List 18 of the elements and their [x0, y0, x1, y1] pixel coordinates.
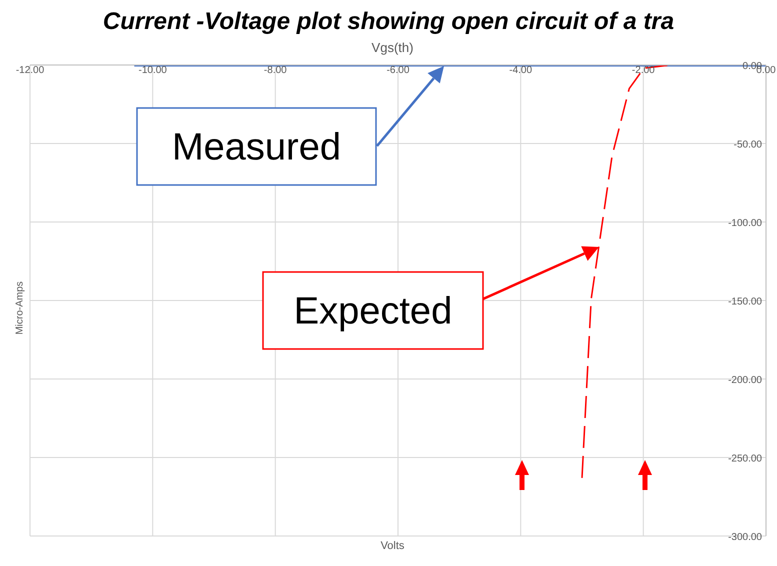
annotation: Expected [294, 290, 452, 332]
x-axis-title: Volts [380, 540, 404, 552]
y-tick-label: -250.00 [728, 454, 762, 464]
x-tick-label: -10.00 [138, 65, 168, 76]
x-tick-label: -4.00 [509, 65, 532, 76]
x-tick-label: -12.00 [16, 65, 45, 76]
chart-title: Current -Voltage plot showing open circuit of a tra [102, 8, 676, 36]
annotation: Measured [172, 126, 341, 168]
y-tick-label: -100.00 [728, 218, 762, 229]
x-tick-label: -2.00 [632, 65, 656, 76]
chart-subtitle: Vgs(th) [370, 40, 414, 55]
y-tick-label: -300.00 [728, 532, 762, 543]
y-axis-title: Micro-Amps [14, 281, 26, 335]
y-tick-label: -50.00 [734, 140, 762, 150]
y-tick-label: -150.00 [728, 296, 762, 308]
x-tick-label: -8.00 [264, 65, 288, 76]
x-tick-label: -6.00 [386, 65, 410, 76]
y-tick-label: -200.00 [728, 375, 762, 386]
